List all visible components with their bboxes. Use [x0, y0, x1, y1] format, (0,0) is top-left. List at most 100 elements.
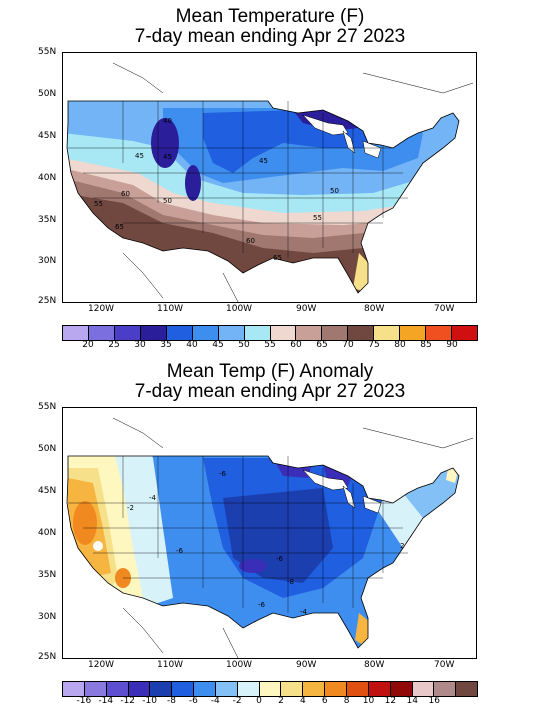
panel2-lat-label: 55N — [38, 402, 57, 412]
colorbar-tick-label: -16 — [76, 696, 92, 706]
panel1-colorbar — [62, 325, 478, 341]
colorbar-tick-label: 85 — [420, 340, 432, 350]
colorbar-swatch — [194, 682, 216, 696]
colorbar-tick-label: 0 — [256, 696, 262, 706]
colorbar-tick-label: 8 — [343, 696, 350, 706]
panel1-lon-label: 70W — [434, 304, 455, 314]
panel2-lat-label: 45N — [38, 486, 57, 496]
svg-text:-6: -6 — [276, 555, 284, 563]
svg-text:-6: -6 — [219, 470, 227, 478]
panel1-lat-label: 35N — [38, 215, 57, 225]
panel1-lat-label: 55N — [38, 47, 57, 57]
colorbar-swatch — [218, 326, 245, 340]
panel2-map: -6 -4 -2 -6 -6 -8 -6 -4 2 — [62, 407, 477, 659]
svg-text:40: 40 — [163, 117, 172, 125]
colorbar-swatch — [452, 326, 477, 340]
colorbar-tick-label: 6 — [321, 696, 328, 706]
panel1-lat-label: 45N — [38, 131, 57, 141]
colorbar-tick-label: 70 — [342, 340, 354, 350]
panel1-map: 40 45 45 50 50 55 55 60 60 65 65 45 — [62, 52, 477, 303]
svg-text:2: 2 — [400, 542, 404, 550]
colorbar-tick-label: 35 — [160, 340, 172, 350]
svg-text:-4: -4 — [300, 608, 308, 616]
colorbar-swatch — [84, 682, 107, 696]
colorbar-swatch — [88, 326, 115, 340]
panel1-lat-label: 40N — [38, 173, 57, 183]
panel1-lat-label: 30N — [38, 256, 57, 266]
colorbar-swatch — [63, 682, 85, 696]
panel1-lon-label: 120W — [88, 304, 115, 314]
colorbar-swatch — [296, 326, 323, 340]
svg-text:45: 45 — [135, 152, 144, 160]
colorbar-swatch — [192, 326, 219, 340]
colorbar-swatch — [106, 682, 129, 696]
colorbar-tick-label: 65 — [316, 340, 328, 350]
panel2-lat-label: 50N — [38, 444, 57, 454]
panel2-lat-label: 30N — [38, 612, 57, 622]
panel1-colorbar-labels: 20 25 30 35 40 45 50 55 60 65 70 75 80 85 90 — [62, 340, 476, 352]
colorbar-swatch — [166, 326, 193, 340]
svg-text:55: 55 — [313, 214, 322, 222]
colorbar-tick-label: 16 — [428, 696, 440, 706]
svg-text:50: 50 — [163, 197, 172, 205]
colorbar-tick-label: -10 — [142, 696, 157, 706]
colorbar-swatch — [63, 326, 89, 340]
colorbar-swatch — [434, 682, 457, 696]
colorbar-tick-label: 80 — [394, 340, 406, 350]
panel1-map-svg: 40 45 45 50 50 55 55 60 60 65 65 45 — [66, 62, 474, 302]
svg-text:-6: -6 — [176, 547, 184, 555]
svg-text:65: 65 — [273, 254, 282, 262]
colorbar-tick-label: -2 — [232, 696, 242, 706]
colorbar-swatch — [390, 682, 413, 696]
panel1-state-lines — [68, 101, 408, 258]
panel1-lon-label: 110W — [157, 304, 184, 314]
colorbar-swatch — [412, 682, 435, 696]
panel2-anomaly-field — [67, 456, 459, 648]
colorbar-swatch — [400, 326, 427, 340]
panel1-contour-labels: 40 45 45 50 50 55 55 60 60 65 65 45 — [94, 117, 339, 262]
svg-text:45: 45 — [259, 157, 268, 165]
colorbar-swatch — [128, 682, 151, 696]
panel2-lat-label: 35N — [38, 570, 57, 580]
colorbar-swatch — [150, 682, 173, 696]
panel2-lon-label: 120W — [88, 660, 115, 670]
svg-text:-6: -6 — [258, 601, 266, 609]
colorbar-swatch — [322, 326, 349, 340]
colorbar-tick-label: -12 — [120, 696, 136, 706]
colorbar-swatch — [244, 326, 271, 340]
colorbar-swatch — [140, 326, 167, 340]
panel2-lon-label: 110W — [157, 660, 184, 670]
panel1-lon-label: 80W — [364, 304, 385, 314]
svg-text:60: 60 — [121, 190, 130, 198]
colorbar-tick-label: 30 — [134, 340, 146, 350]
colorbar-tick-label: 40 — [186, 340, 198, 350]
panel1-lon-label: 100W — [226, 304, 253, 314]
panel2-contour-labels: -6 -4 -2 -6 -6 -8 -6 -4 2 — [127, 470, 404, 616]
svg-text:50: 50 — [330, 187, 339, 195]
svg-text:65: 65 — [115, 223, 124, 231]
colorbar-tick-label: 2 — [278, 696, 284, 706]
colorbar-swatch — [368, 682, 391, 696]
colorbar-tick-label: 50 — [238, 340, 250, 350]
colorbar-tick-label: -6 — [188, 696, 198, 706]
colorbar-tick-label: 55 — [264, 340, 276, 350]
svg-text:-2: -2 — [127, 504, 134, 512]
colorbar-swatch — [270, 326, 297, 340]
colorbar-swatch — [114, 326, 141, 340]
colorbar-swatch — [172, 682, 195, 696]
colorbar-swatch — [456, 682, 478, 696]
svg-text:-8: -8 — [287, 578, 294, 586]
panel2-lon-label: 80W — [364, 660, 385, 670]
panel2-lon-label: 90W — [296, 660, 317, 670]
colorbar-swatch — [281, 682, 304, 696]
colorbar-tick-label: -14 — [98, 696, 114, 706]
panel1-lat-label: 25N — [38, 296, 57, 306]
colorbar-tick-label: -4 — [210, 696, 220, 706]
panel2-lat-label: 25N — [38, 652, 57, 662]
colorbar-swatch — [346, 682, 369, 696]
colorbar-tick-label: 20 — [82, 340, 94, 350]
colorbar-tick-label: 4 — [299, 696, 306, 706]
panel1-lat-label: 50N — [38, 89, 57, 99]
colorbar-tick-label: 90 — [446, 340, 458, 350]
colorbar-swatch — [325, 682, 347, 696]
